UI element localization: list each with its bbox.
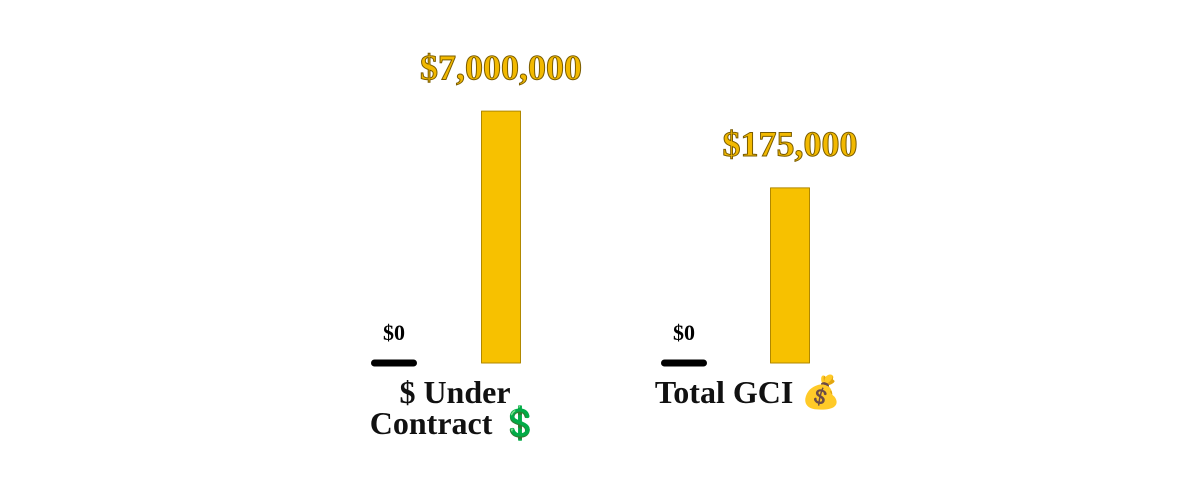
bar [481, 110, 521, 364]
value-label: $7,000,000 [420, 47, 582, 87]
value-label: $0 [383, 320, 405, 345]
chart-label: Total GCI 💰 [654, 374, 842, 410]
bar [770, 187, 810, 364]
value-label: $0 [673, 320, 695, 345]
chart-label: $ Under Contract 💲 [369, 374, 541, 441]
value-label: $175,000 [723, 124, 858, 164]
